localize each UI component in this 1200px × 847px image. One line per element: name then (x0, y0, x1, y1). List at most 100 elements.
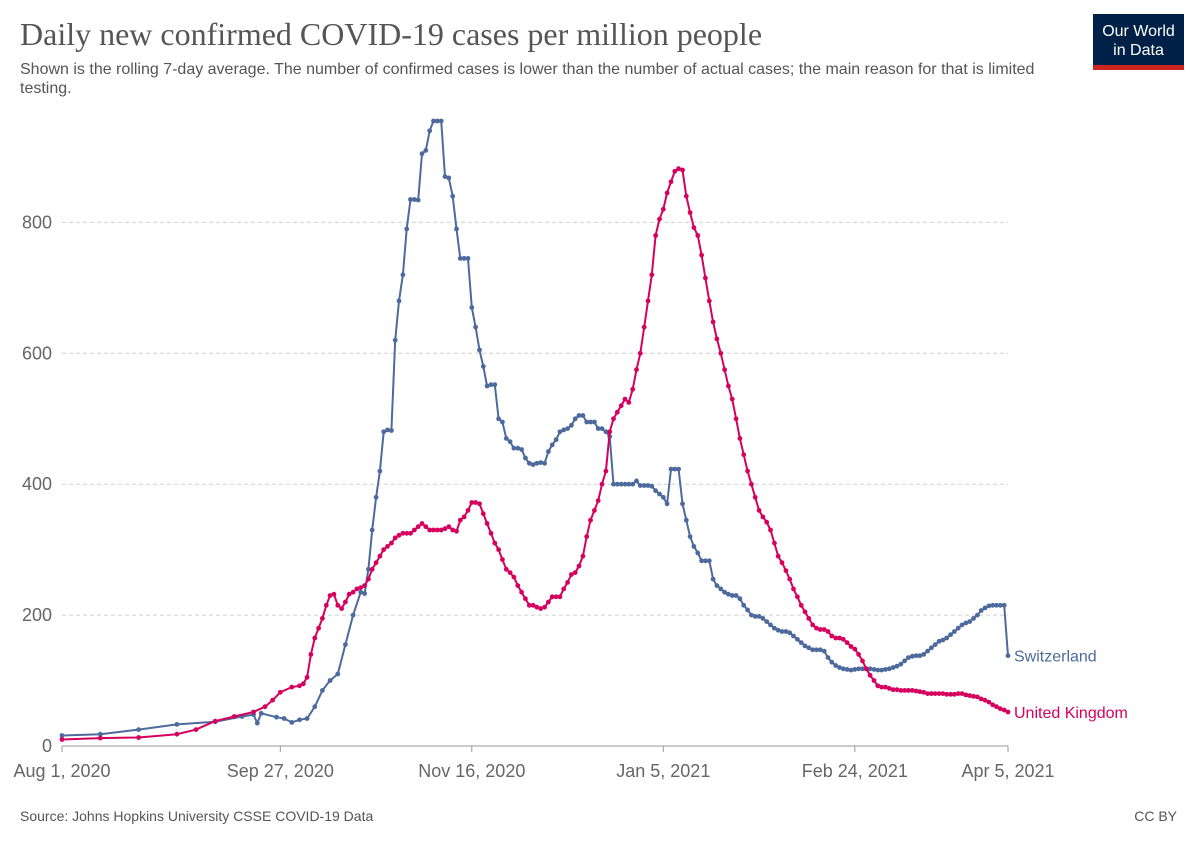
data-point[interactable] (362, 583, 367, 588)
data-point[interactable] (595, 426, 601, 431)
data-point[interactable] (978, 696, 984, 702)
data-point[interactable] (614, 481, 620, 487)
data-point[interactable] (932, 691, 938, 696)
data-point[interactable] (561, 427, 567, 433)
data-point[interactable] (392, 535, 398, 541)
data-point[interactable] (503, 436, 509, 441)
data-point[interactable] (672, 466, 678, 472)
data-point[interactable] (691, 225, 697, 231)
data-point[interactable] (530, 462, 536, 467)
data-point[interactable] (760, 616, 766, 621)
data-point[interactable] (553, 437, 559, 443)
data-point[interactable] (412, 197, 417, 202)
data-point[interactable] (312, 635, 318, 641)
data-point[interactable] (714, 336, 720, 342)
data-point[interactable] (603, 468, 609, 474)
data-point[interactable] (1001, 707, 1007, 713)
data-point[interactable] (588, 419, 593, 425)
data-point[interactable] (660, 206, 666, 212)
data-point[interactable] (929, 645, 934, 651)
data-point[interactable] (523, 596, 528, 602)
data-point[interactable] (607, 429, 613, 435)
data-point[interactable] (622, 481, 628, 487)
data-point[interactable] (971, 616, 976, 621)
data-point[interactable] (438, 118, 444, 124)
license-note[interactable]: CC BY (1134, 808, 1177, 824)
data-point[interactable] (526, 602, 532, 608)
data-point[interactable] (419, 151, 425, 157)
data-point[interactable] (622, 396, 628, 402)
data-point[interactable] (925, 691, 930, 696)
data-point[interactable] (722, 367, 727, 373)
data-point[interactable] (810, 647, 816, 653)
data-point[interactable] (339, 606, 344, 611)
data-point[interactable] (687, 534, 693, 539)
data-point[interactable] (695, 550, 701, 556)
data-point[interactable] (584, 419, 590, 425)
data-point[interactable] (534, 460, 540, 466)
data-point[interactable] (312, 704, 318, 710)
data-point[interactable] (791, 633, 796, 639)
data-point[interactable] (496, 416, 501, 422)
data-point[interactable] (59, 737, 65, 742)
data-point[interactable] (772, 540, 777, 546)
data-point[interactable] (909, 688, 915, 693)
data-point[interactable] (358, 589, 364, 595)
data-point[interactable] (396, 298, 402, 304)
data-point[interactable] (925, 648, 930, 654)
data-point[interactable] (875, 683, 881, 689)
data-point[interactable] (366, 576, 371, 582)
data-point[interactable] (450, 527, 456, 533)
data-point[interactable] (584, 534, 590, 539)
data-point[interactable] (814, 625, 819, 631)
data-point[interactable] (760, 514, 766, 520)
data-point[interactable] (626, 481, 632, 487)
data-point[interactable] (454, 528, 459, 534)
data-point[interactable] (542, 604, 547, 610)
data-point[interactable] (193, 727, 199, 732)
data-point[interactable] (320, 616, 325, 621)
data-point[interactable] (404, 530, 410, 536)
data-point[interactable] (580, 413, 586, 418)
data-point[interactable] (500, 557, 505, 562)
data-point[interactable] (817, 647, 823, 653)
data-point[interactable] (871, 667, 877, 672)
data-point[interactable] (737, 596, 743, 602)
data-point[interactable] (733, 416, 739, 422)
data-point[interactable] (637, 350, 643, 356)
data-point[interactable] (833, 663, 839, 668)
data-point[interactable] (480, 364, 486, 369)
data-point[interactable] (967, 693, 973, 698)
data-point[interactable] (308, 652, 314, 657)
data-point[interactable] (415, 524, 421, 530)
data-point[interactable] (377, 553, 383, 559)
data-point[interactable] (902, 688, 907, 693)
data-point[interactable] (695, 233, 701, 238)
data-point[interactable] (434, 527, 440, 533)
data-point[interactable] (994, 602, 999, 608)
data-point[interactable] (837, 665, 842, 670)
data-point[interactable] (840, 666, 846, 672)
data-point[interactable] (898, 688, 904, 693)
data-point[interactable] (687, 210, 693, 216)
data-point[interactable] (488, 382, 494, 388)
data-point[interactable] (630, 481, 636, 487)
data-point[interactable] (825, 655, 831, 660)
data-point[interactable] (136, 727, 142, 732)
data-point[interactable] (860, 658, 865, 664)
data-point[interactable] (902, 658, 907, 664)
data-point[interactable] (959, 691, 965, 696)
data-point[interactable] (917, 689, 923, 695)
data-point[interactable] (936, 638, 942, 644)
data-point[interactable] (894, 663, 900, 669)
data-point[interactable] (404, 226, 410, 232)
data-point[interactable] (932, 642, 938, 647)
data-point[interactable] (664, 501, 670, 507)
data-point[interactable] (323, 602, 329, 608)
data-point[interactable] (948, 691, 953, 697)
data-point[interactable] (500, 419, 505, 425)
data-point[interactable] (772, 625, 777, 631)
data-point[interactable] (442, 174, 448, 180)
data-point[interactable] (281, 716, 287, 721)
data-point[interactable] (929, 691, 934, 696)
